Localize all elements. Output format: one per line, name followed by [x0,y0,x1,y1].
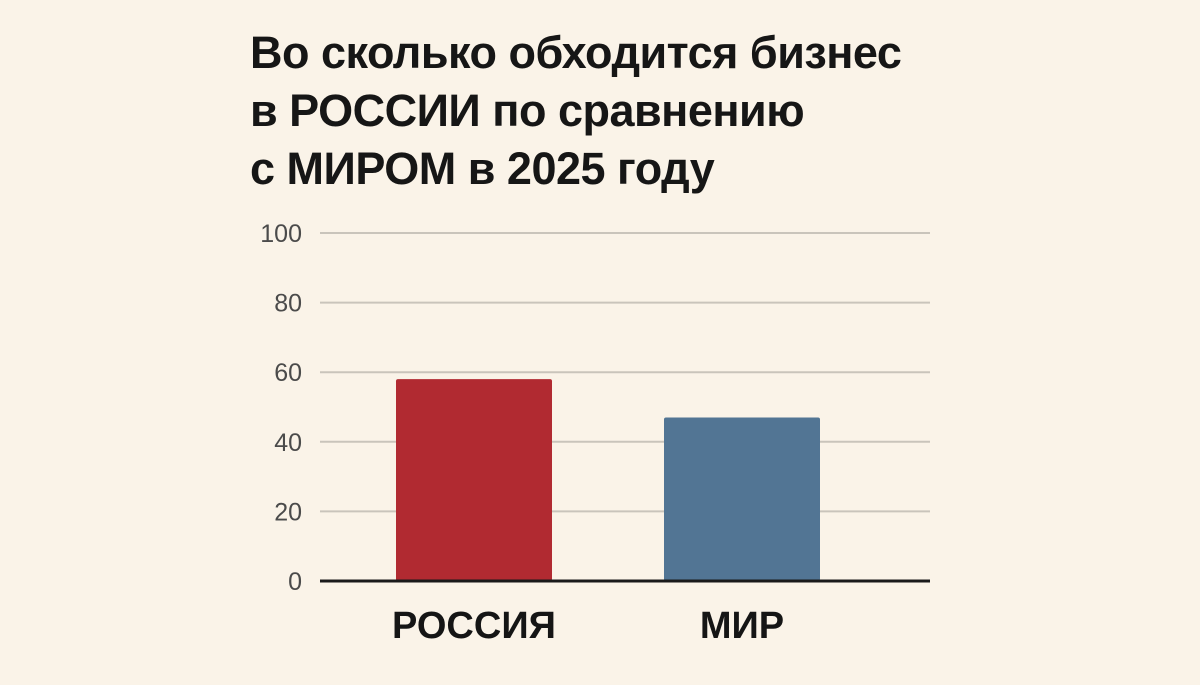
y-tick-label-100: 100 [260,220,302,248]
y-tick-label-60: 60 [274,359,302,387]
chart-title-line-3: с МИРОМ в 2025 году [250,143,715,194]
y-tick-label-0: 0 [288,568,302,596]
chart-title-line-1: Во сколько обходится бизнес [250,27,902,78]
chart-title-line-2: в РОССИИ по сравнению [250,85,805,136]
axes: 0 20 40 60 80 100 РОССИЯ МИР [260,220,930,647]
y-tick-label-80: 80 [274,290,302,318]
y-tick-label-40: 40 [274,429,302,457]
x-category-label-1: МИР [700,605,784,647]
bar-russia [396,379,552,581]
x-category-label-0: РОССИЯ [392,605,556,647]
y-tick-label-20: 20 [274,498,302,526]
bars [396,379,820,581]
bar-world [664,417,820,581]
chart-title: Во сколько обходится бизнес в РОССИИ по … [250,24,1070,198]
